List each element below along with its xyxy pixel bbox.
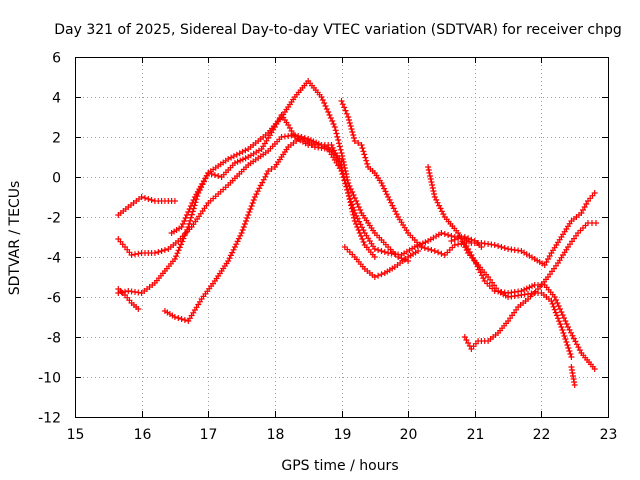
grid (75, 57, 608, 417)
series-track-e (161, 134, 485, 324)
data-point-marks (568, 364, 578, 388)
x-axis-label: GPS time / hours (281, 458, 398, 474)
x-tick-label: 23 (600, 427, 618, 443)
y-tick-label: -2 (47, 211, 61, 227)
data-point-marks (338, 98, 598, 372)
data-point-marks (448, 190, 598, 268)
series-track-j (568, 364, 578, 388)
x-tick-label: 20 (400, 427, 418, 443)
data-marks (115, 78, 599, 388)
data-point-marks (425, 164, 575, 360)
x-tick-label: 21 (467, 427, 485, 443)
data-point-marks (168, 112, 378, 260)
x-tick-label: 18 (267, 427, 285, 443)
x-tick-label: 22 (533, 427, 551, 443)
series-track-c (115, 286, 142, 312)
y-tick-label: 4 (52, 91, 61, 107)
data-point-marks (115, 78, 412, 296)
y-tick-label: 2 (52, 131, 61, 147)
y-tick-label: -4 (47, 251, 61, 267)
series-track-f (168, 112, 378, 260)
series-track-h (341, 244, 422, 280)
chart-title: Day 321 of 2025, Sidereal Day-to-day VTE… (54, 22, 622, 38)
series-track-g (338, 98, 598, 372)
y-tick-label: -10 (38, 371, 61, 387)
y-tick-label: -8 (47, 331, 61, 347)
series-track-l (448, 190, 598, 268)
y-tick-label: -12 (38, 411, 61, 427)
data-point-marks (161, 134, 485, 324)
series-track-d (115, 78, 412, 296)
x-tick-label: 17 (200, 427, 218, 443)
plot-frame (75, 57, 609, 418)
series-track-a (115, 194, 178, 218)
series-track-b (115, 132, 345, 258)
x-tick-label: 15 (67, 427, 85, 443)
data-point-marks (461, 220, 599, 352)
data-point-marks (115, 132, 345, 258)
y-axis-label: SDTVAR / TECUs (7, 181, 23, 296)
data-point-marks (115, 286, 142, 312)
series-track-k (461, 220, 599, 352)
series-track-i (425, 164, 575, 360)
y-tick-label: 6 (52, 51, 61, 67)
x-tick-label: 19 (334, 427, 352, 443)
x-tick-label: 16 (134, 427, 152, 443)
y-tick-label: -6 (47, 291, 61, 307)
data-point-marks (341, 244, 422, 280)
y-tick-label: 0 (52, 171, 61, 187)
data-point-marks (115, 194, 178, 218)
